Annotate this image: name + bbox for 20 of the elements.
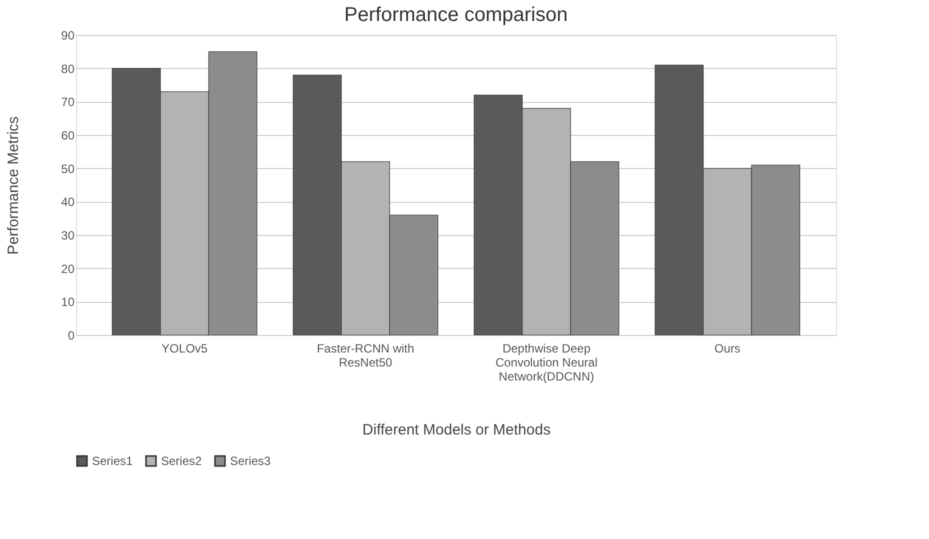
chart-title: Performance comparison xyxy=(344,4,568,26)
y-tick-label: 70 xyxy=(61,95,75,110)
x-tick-label: Ours xyxy=(714,342,740,356)
y-tick-label: 30 xyxy=(61,228,75,242)
y-tick-label: 0 xyxy=(68,328,75,342)
y-tick-label: 10 xyxy=(61,295,75,310)
x-tick-label: Depthwise Deep Convolution Neural Network(DDCNN) xyxy=(495,342,598,384)
legend-label: Series3 xyxy=(230,454,272,468)
x-tick-label: YOLOv5 xyxy=(162,342,208,356)
legend-label: Series1 xyxy=(92,454,134,468)
y-tick-label: 50 xyxy=(61,162,75,176)
y-tick-label: 40 xyxy=(61,195,75,210)
y-tick-label: 90 xyxy=(61,28,75,42)
y-tick-label: 20 xyxy=(61,262,75,276)
y-tick-label: 80 xyxy=(61,62,75,76)
x-tick-label: Faster-RCNN with ResNet50 xyxy=(316,342,414,370)
y-tick-label: 60 xyxy=(61,128,75,142)
x-axis-title: Different Models or Methods xyxy=(362,422,551,438)
y-axis-title: Performance Metrics xyxy=(5,116,22,255)
legend-label: Series2 xyxy=(161,454,202,468)
